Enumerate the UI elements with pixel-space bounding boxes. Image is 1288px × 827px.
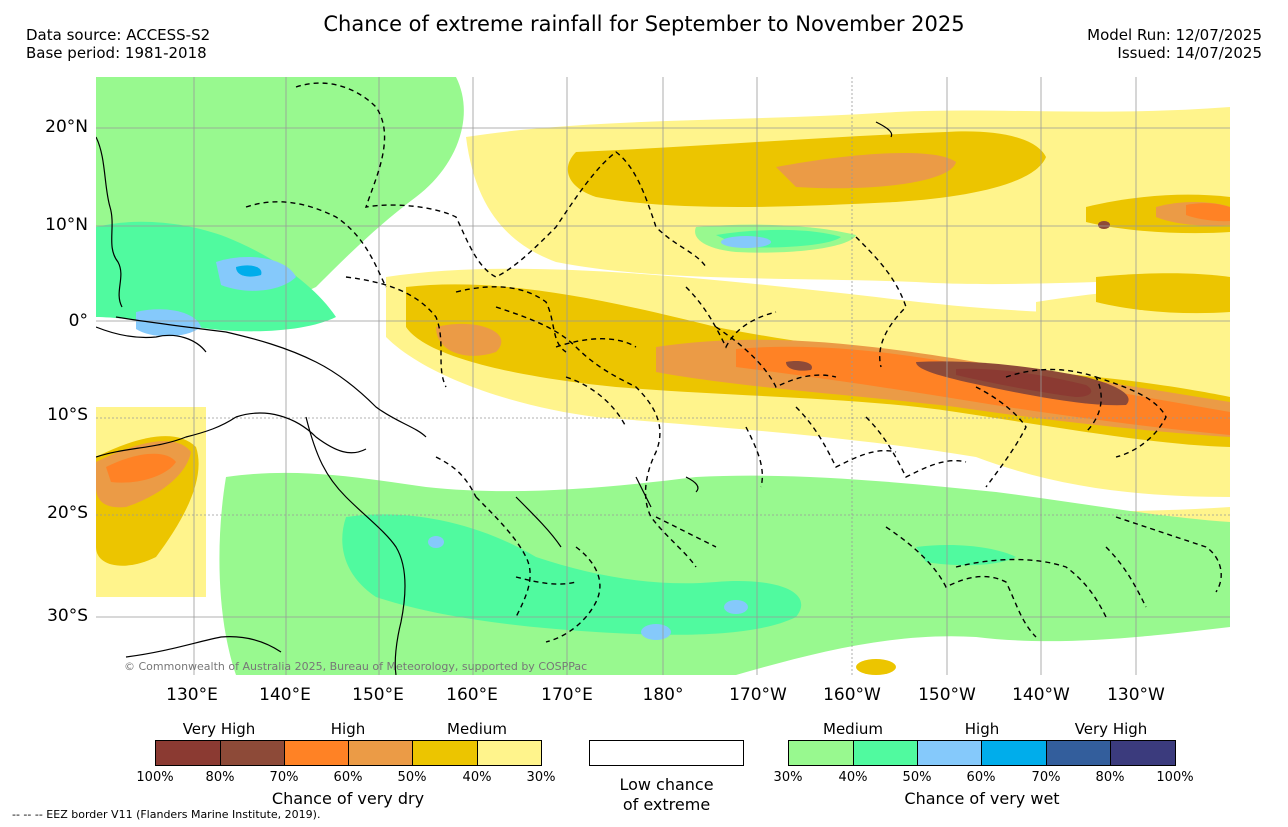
legend-tick: 70% (1031, 770, 1061, 785)
wet-40-50-zone (96, 221, 1016, 635)
legend-swatch (155, 740, 221, 766)
lon-label: 160°E (446, 685, 498, 705)
dry-80-100-zone (956, 368, 1092, 397)
legend-tick: 40% (462, 770, 492, 785)
coastlines (96, 121, 893, 675)
legend-swatch (412, 740, 478, 766)
lon-label: 130°E (166, 685, 218, 705)
legend-heading: High (964, 720, 1000, 738)
legend-swatch (1110, 740, 1176, 766)
legend-swatch (981, 740, 1047, 766)
legend-heading: Very High (182, 720, 256, 738)
legend-swatch (917, 740, 982, 766)
lat-label: 0° (68, 311, 88, 331)
legend-tick: 50% (902, 770, 932, 785)
wet-60-70-zone (236, 265, 262, 277)
legend-tick: 30% (526, 770, 556, 785)
rainfall-map: © Commonwealth of Australia 2025, Bureau… (96, 77, 1230, 675)
issued-date: Issued: 14/07/2025 (1117, 44, 1262, 62)
dry-legend-caption: Chance of very dry (271, 789, 425, 808)
legend-heading: High (330, 720, 366, 738)
neutral-caption: Low chance of extreme (589, 775, 744, 815)
model-run: Model Run: 12/07/2025 (1087, 26, 1262, 44)
map-title: Chance of extreme rainfall for September… (323, 12, 965, 36)
legend-heading: Very High (1074, 720, 1148, 738)
lon-label: 150°W (918, 685, 976, 705)
source-info: Data source: ACCESS-S2 Base period: 1981… (26, 26, 210, 62)
legend-tick: 30% (773, 770, 803, 785)
legend-swatch (348, 740, 413, 766)
lat-label: 20°S (47, 503, 88, 523)
legend-swatch (477, 740, 542, 766)
run-info: Model Run: 12/07/2025 Issued: 14/07/2025 (1087, 26, 1262, 62)
base-period: Base period: 1981-2018 (26, 44, 207, 62)
legend-tick: 100% (1156, 770, 1194, 785)
legend-tick: 60% (333, 770, 363, 785)
legend-heading: Medium (447, 720, 507, 738)
legend-tick: 80% (205, 770, 235, 785)
legend-heading: Medium (823, 720, 883, 738)
lat-label: 30°S (47, 606, 88, 626)
eez-note: -- -- -- EEZ border V11 (Flanders Marine… (12, 808, 321, 821)
legend-swatch (220, 740, 285, 766)
legend-swatch (788, 740, 854, 766)
wet-legend-caption: Chance of very wet (904, 789, 1060, 808)
neutral-caption-line1: Low chance (619, 775, 714, 794)
legend-tick: 70% (269, 770, 299, 785)
legend-tick: 80% (1095, 770, 1125, 785)
lon-label: 140°E (259, 685, 311, 705)
lat-label: 10°N (45, 215, 88, 235)
legend-swatch (1046, 740, 1111, 766)
legend-tick: 100% (136, 770, 174, 785)
eez-borders (245, 82, 1222, 643)
legend-tick: 50% (397, 770, 427, 785)
map-copyright: © Commonwealth of Australia 2025, Bureau… (124, 660, 587, 673)
lon-label: 140°W (1012, 685, 1070, 705)
lon-label: 170°E (541, 685, 593, 705)
dry-60-70-zone (106, 203, 1230, 483)
lon-label: 150°E (352, 685, 404, 705)
lat-label: 20°N (45, 117, 88, 137)
data-source: Data source: ACCESS-S2 (26, 26, 211, 44)
legend-swatch (284, 740, 349, 766)
lon-label: 180° (642, 685, 684, 705)
legend-swatch (589, 740, 744, 766)
legend-tick: 60% (966, 770, 996, 785)
legend-swatch (853, 740, 918, 766)
lon-label: 130°W (1107, 685, 1165, 705)
lon-label: 160°W (823, 685, 881, 705)
lon-label: 170°W (729, 685, 787, 705)
legend-tick: 40% (838, 770, 868, 785)
lat-label: 10°S (47, 405, 88, 425)
neutral-caption-line2: of extreme (622, 795, 711, 814)
